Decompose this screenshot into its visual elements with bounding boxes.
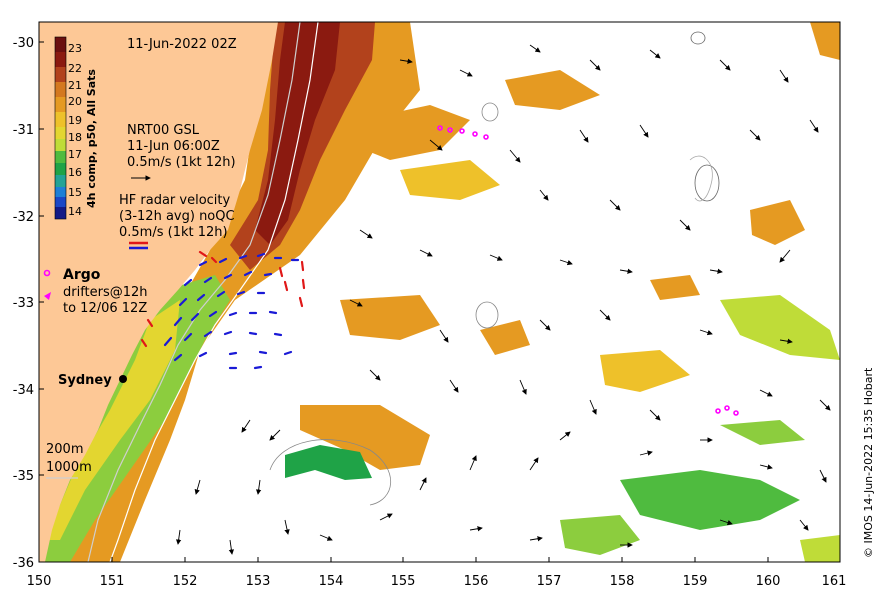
argo-legend-symbol (43, 269, 51, 277)
sst-hot-core (255, 22, 340, 245)
gsl-legend-line: 0.5m/s (1kt 12h) (127, 155, 236, 170)
y-tick-label: -30 (13, 36, 34, 51)
y-tick-label: -36 (13, 556, 34, 571)
sst-south-green-4 (800, 535, 840, 562)
colorbar-tick-label: 19 (68, 114, 82, 127)
hf-radar-vectors-red (140, 250, 306, 348)
land-australia (39, 22, 278, 562)
eddy-streamline-1 (269, 439, 392, 506)
colorbar-tick-label: 14 (68, 205, 82, 218)
x-tick-label: 160 (756, 574, 781, 589)
x-tick-label: 154 (319, 574, 344, 589)
colorbar-tick-labels: 23 22 21 20 19 18 17 16 15 14 (68, 42, 82, 218)
gsl-legend: NRT00 GSL 11-Jun 06:00Z 0.5m/s (1kt 12h) (127, 123, 236, 170)
x-tick-label: 157 (537, 574, 562, 589)
sst-patch-east-1 (750, 200, 805, 245)
plot-frame (38, 21, 841, 563)
sst-colorbar (54, 36, 67, 220)
hf-legend-line: (3-12h avg) noQC (119, 209, 235, 224)
y-tick-label: -33 (13, 296, 34, 311)
drifter-legend-line: to 12/06 12Z (63, 301, 147, 316)
sydney-label: Sydney (58, 373, 112, 388)
x-tick-labels: 150 151 152 153 154 155 156 157 158 159 … (27, 574, 847, 589)
colorbar-tick-label: 15 (68, 186, 82, 199)
y-axis-ticks (39, 41, 44, 563)
x-axis-ticks (38, 557, 841, 562)
island-contour-1 (690, 31, 706, 45)
current-vector-field (175, 44, 831, 555)
colorbar-tick-label: 23 (68, 42, 82, 55)
colorbar-tick-label: 18 (68, 131, 82, 144)
drifter-legend: drifters@12h to 12/06 12Z (63, 285, 148, 316)
sst-patch-se-green (720, 295, 840, 360)
sst-patch-ne (505, 70, 600, 110)
drifter-legend-symbol (44, 292, 51, 300)
sst-patch-far-ne (810, 22, 840, 60)
sst-patch-east-2 (650, 275, 700, 300)
sst-south-green-3 (720, 420, 805, 445)
colorbar-tick-label: 22 (68, 62, 82, 75)
sst-south-green-1 (620, 470, 800, 530)
sst-eddy-green (285, 445, 372, 480)
colorbar-tick-label: 17 (68, 148, 82, 161)
x-tick-label: 150 (27, 574, 52, 589)
y-tick-label: -31 (13, 123, 34, 138)
island-contour-4 (475, 301, 499, 329)
island-contour-3 (481, 102, 499, 122)
colorbar-tick-label: 20 (68, 95, 82, 108)
y-tick-label: -32 (13, 210, 34, 225)
isobath-legend: 200m 1000m (46, 442, 92, 475)
x-tick-label: 161 (822, 574, 847, 589)
isobath-legend-label: 1000m (46, 460, 92, 475)
sst-patch-north-2 (400, 160, 500, 200)
sst-patch-ridge (600, 350, 690, 392)
x-tick-label: 158 (610, 574, 635, 589)
credit-text: © IMOS 14-Jun-2022 15:35 Hobart (862, 367, 875, 558)
isobath-200m (87, 22, 301, 562)
colorbar-tick-label: 21 (68, 79, 82, 92)
x-tick-label: 156 (464, 574, 489, 589)
sst-patch-mid-2 (480, 320, 530, 355)
eddy-streamline-2 (689, 155, 713, 202)
hf-radar-legend: HF radar velocity (3-12h avg) noQC 0.5m/… (119, 193, 235, 240)
x-tick-label: 153 (246, 574, 271, 589)
drifter-legend-line: drifters@12h (63, 285, 148, 300)
x-tick-label: 152 (173, 574, 198, 589)
island-contour-2 (694, 164, 720, 202)
y-tick-label: -35 (13, 469, 34, 484)
sydney-marker (119, 375, 127, 383)
argo-floats (437, 125, 739, 416)
argo-label: Argo (63, 267, 101, 283)
isobath-legend-label: 200m (46, 442, 83, 457)
gsl-legend-line: NRT00 GSL (127, 123, 200, 138)
x-tick-label: 151 (100, 574, 125, 589)
isobath-1000m (109, 22, 319, 562)
gsl-legend-line: 11-Jun 06:00Z (127, 139, 220, 154)
hf-radar-vectors-blue (163, 252, 300, 370)
y-tick-labels: -30 -31 -32 -33 -34 -35 -36 (13, 36, 34, 571)
map-timestamp: 11-Jun-2022 02Z (127, 37, 237, 52)
sst-shelf-yellow (45, 300, 180, 540)
x-tick-label: 159 (683, 574, 708, 589)
y-tick-label: -34 (13, 383, 34, 398)
sst-patch-mid (340, 295, 440, 340)
colorbar-tick-label: 16 (68, 166, 82, 179)
hf-legend-line: 0.5m/s (1kt 12h) (119, 225, 228, 240)
hf-legend-line: HF radar velocity (119, 193, 231, 208)
sst-eddy-orange (300, 405, 430, 470)
x-tick-label: 155 (391, 574, 416, 589)
colorbar-label: 4h comp, p50, All Sats (85, 69, 98, 208)
